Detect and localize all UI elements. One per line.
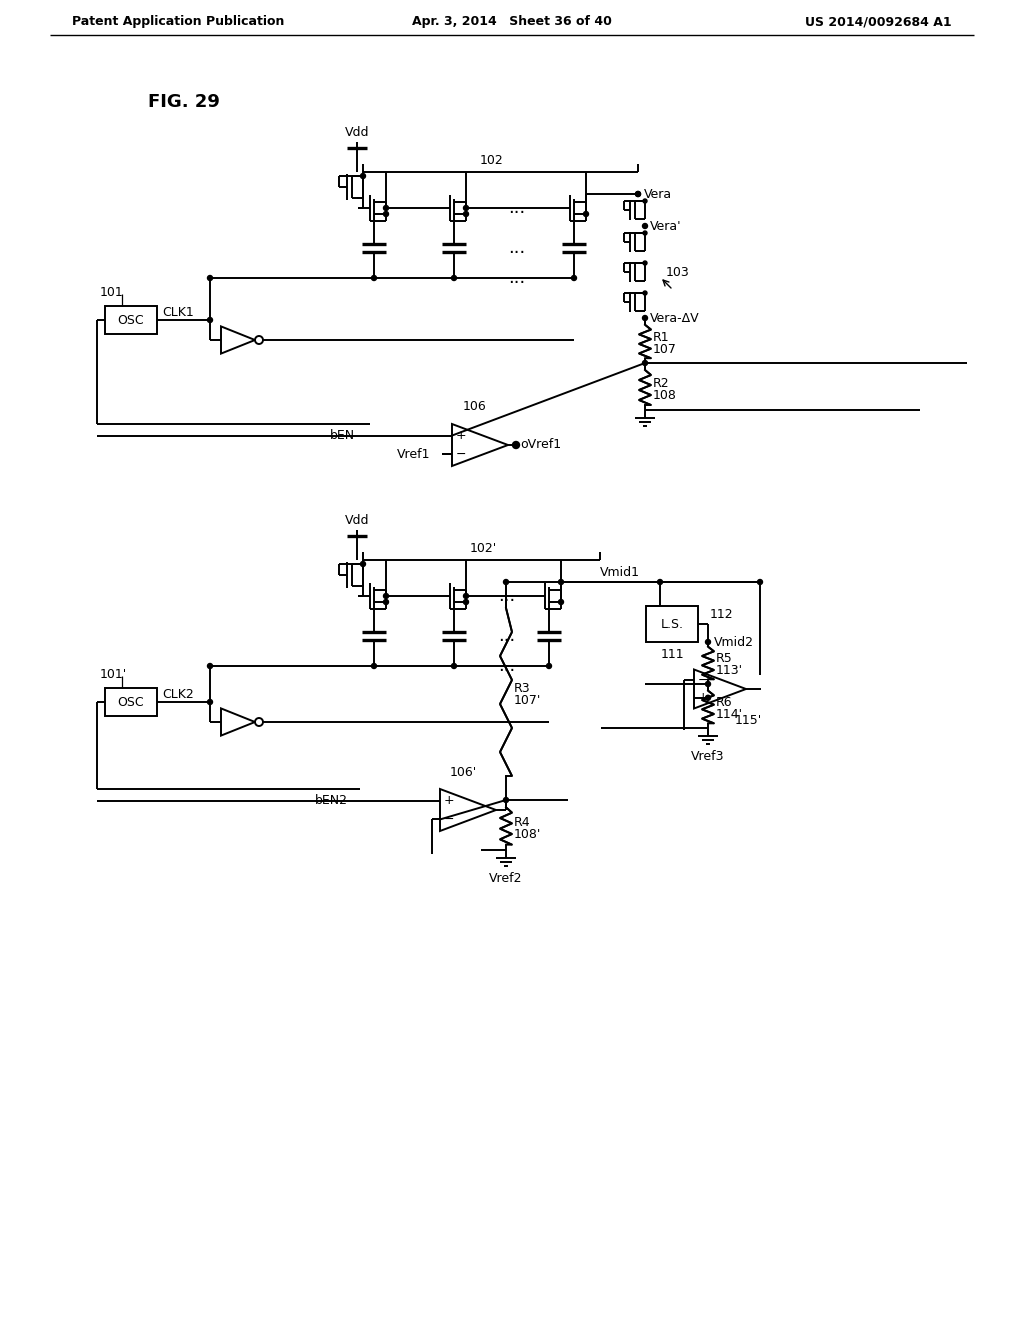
Text: Vref2: Vref2 bbox=[489, 871, 522, 884]
Circle shape bbox=[547, 664, 552, 668]
Text: R2: R2 bbox=[653, 378, 670, 389]
Circle shape bbox=[512, 441, 519, 449]
Circle shape bbox=[464, 599, 469, 605]
Text: −: − bbox=[697, 673, 709, 686]
Circle shape bbox=[504, 797, 509, 803]
Circle shape bbox=[452, 276, 457, 281]
Bar bbox=[646, 606, 698, 642]
Circle shape bbox=[657, 579, 663, 585]
Circle shape bbox=[642, 223, 647, 228]
Bar bbox=[105, 688, 157, 715]
Text: 106: 106 bbox=[463, 400, 486, 413]
Text: oVref1: oVref1 bbox=[520, 438, 561, 451]
Text: Vmid2: Vmid2 bbox=[714, 635, 754, 648]
Circle shape bbox=[208, 276, 213, 281]
Text: 112: 112 bbox=[710, 607, 733, 620]
Text: Vref1: Vref1 bbox=[397, 447, 430, 461]
Text: L.S.: L.S. bbox=[660, 618, 683, 631]
Circle shape bbox=[643, 261, 647, 265]
Text: Vera-ΔV: Vera-ΔV bbox=[650, 312, 699, 325]
Text: Vdd: Vdd bbox=[345, 513, 370, 527]
Text: Vdd: Vdd bbox=[345, 125, 370, 139]
Circle shape bbox=[464, 594, 469, 598]
Circle shape bbox=[706, 639, 711, 644]
Text: ...: ... bbox=[499, 627, 516, 645]
Circle shape bbox=[384, 206, 388, 210]
Text: US 2014/0092684 A1: US 2014/0092684 A1 bbox=[805, 16, 952, 29]
Text: R4: R4 bbox=[514, 816, 530, 829]
Text: 108: 108 bbox=[653, 389, 677, 403]
Circle shape bbox=[384, 211, 388, 216]
Text: 111: 111 bbox=[660, 648, 684, 660]
Text: 102: 102 bbox=[480, 153, 504, 166]
Circle shape bbox=[504, 579, 509, 585]
Text: OSC: OSC bbox=[118, 696, 144, 709]
Text: Vref3: Vref3 bbox=[691, 750, 725, 763]
Circle shape bbox=[208, 318, 213, 322]
Text: Vera': Vera' bbox=[650, 219, 682, 232]
Text: 101': 101' bbox=[100, 668, 127, 681]
Text: 107': 107' bbox=[514, 693, 542, 706]
Text: bEN: bEN bbox=[330, 429, 355, 442]
Text: 115': 115' bbox=[735, 714, 762, 727]
Circle shape bbox=[643, 290, 647, 294]
Text: R6: R6 bbox=[716, 697, 732, 710]
Text: +: + bbox=[443, 795, 455, 807]
Text: Patent Application Publication: Patent Application Publication bbox=[72, 16, 285, 29]
Text: OSC: OSC bbox=[118, 314, 144, 326]
Circle shape bbox=[636, 191, 640, 197]
Circle shape bbox=[360, 173, 366, 178]
Text: R3: R3 bbox=[514, 681, 530, 694]
Circle shape bbox=[584, 211, 589, 216]
Text: ...: ... bbox=[508, 239, 525, 257]
Text: FIG. 29: FIG. 29 bbox=[148, 92, 220, 111]
Text: CLK2: CLK2 bbox=[162, 688, 194, 701]
Text: 108': 108' bbox=[514, 828, 542, 841]
Circle shape bbox=[643, 199, 647, 203]
Circle shape bbox=[558, 579, 563, 585]
Circle shape bbox=[452, 664, 457, 668]
Text: −: − bbox=[443, 813, 455, 826]
Text: bEN2: bEN2 bbox=[315, 795, 348, 807]
Text: R1: R1 bbox=[653, 331, 670, 345]
Text: 106': 106' bbox=[450, 766, 476, 779]
Text: Apr. 3, 2014 Sheet 36 of 40: Apr. 3, 2014 Sheet 36 of 40 bbox=[412, 16, 612, 29]
Text: Vmid1: Vmid1 bbox=[600, 565, 640, 578]
Text: +: + bbox=[697, 692, 709, 705]
Circle shape bbox=[643, 231, 647, 235]
Text: 103: 103 bbox=[666, 265, 690, 279]
Circle shape bbox=[706, 696, 711, 701]
Circle shape bbox=[464, 206, 469, 210]
Text: 113': 113' bbox=[716, 664, 743, 677]
Text: 107: 107 bbox=[653, 343, 677, 356]
Circle shape bbox=[571, 276, 577, 281]
Text: Vera: Vera bbox=[644, 187, 672, 201]
Text: ...: ... bbox=[499, 657, 516, 675]
Circle shape bbox=[208, 700, 213, 705]
Circle shape bbox=[384, 594, 388, 598]
Text: ...: ... bbox=[499, 587, 516, 605]
Circle shape bbox=[636, 191, 640, 197]
Circle shape bbox=[706, 681, 711, 686]
Circle shape bbox=[360, 561, 366, 566]
Circle shape bbox=[208, 664, 213, 668]
Circle shape bbox=[758, 579, 763, 585]
Text: 101: 101 bbox=[100, 285, 124, 298]
Circle shape bbox=[642, 360, 647, 366]
Text: 114': 114' bbox=[716, 709, 743, 722]
Text: CLK1: CLK1 bbox=[162, 305, 194, 318]
Text: +: + bbox=[456, 429, 466, 442]
Text: ...: ... bbox=[508, 199, 525, 216]
Circle shape bbox=[372, 664, 377, 668]
Circle shape bbox=[464, 211, 469, 216]
Circle shape bbox=[384, 599, 388, 605]
Text: 102': 102' bbox=[470, 541, 498, 554]
Bar bbox=[105, 306, 157, 334]
Text: ...: ... bbox=[508, 269, 525, 286]
Circle shape bbox=[372, 276, 377, 281]
Circle shape bbox=[558, 599, 563, 605]
Text: −: − bbox=[456, 447, 466, 461]
Text: R5: R5 bbox=[716, 652, 733, 665]
Circle shape bbox=[642, 315, 647, 321]
